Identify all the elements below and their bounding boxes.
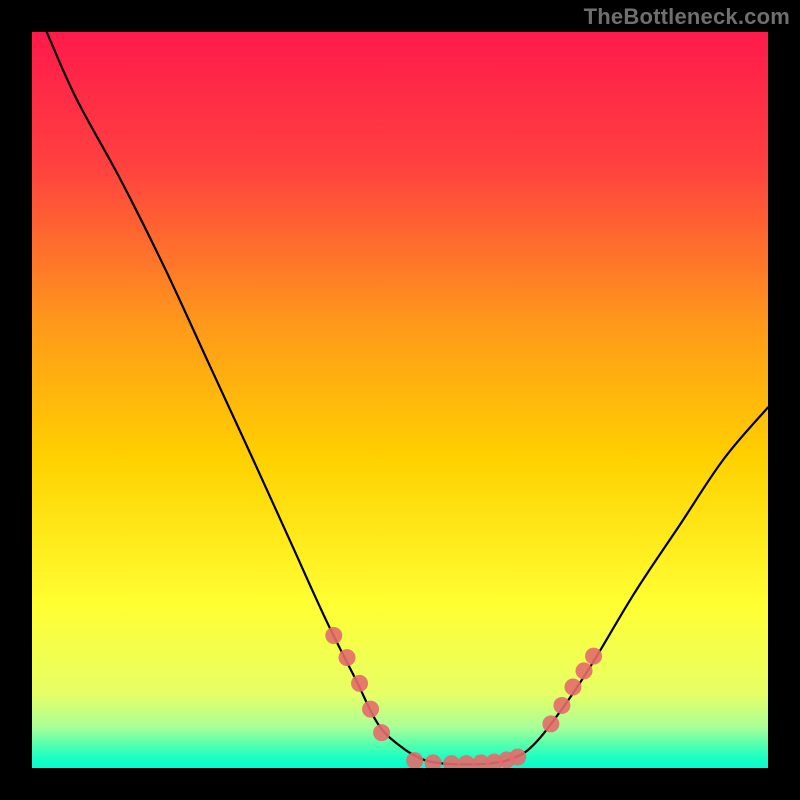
- sample-dot: [406, 752, 423, 768]
- plot-area: [32, 32, 768, 768]
- sample-dot: [576, 662, 593, 679]
- sample-dot: [373, 724, 390, 741]
- sample-dot: [585, 648, 602, 665]
- sample-dot: [443, 755, 460, 768]
- sample-dot: [362, 701, 379, 718]
- sample-dot: [458, 755, 475, 768]
- sample-dot: [542, 715, 559, 732]
- sample-dot: [553, 697, 570, 714]
- sample-dot: [564, 679, 581, 696]
- figure-root: TheBottleneck.com: [0, 0, 800, 800]
- sample-dot: [339, 649, 356, 666]
- sample-dot: [351, 675, 368, 692]
- bottleneck-curve: [47, 32, 768, 764]
- curve-layer: [32, 32, 768, 768]
- sample-dot: [325, 627, 342, 644]
- watermark-text: TheBottleneck.com: [584, 4, 790, 30]
- sample-dots: [325, 627, 602, 768]
- sample-dot: [509, 748, 526, 765]
- sample-dot: [425, 754, 442, 768]
